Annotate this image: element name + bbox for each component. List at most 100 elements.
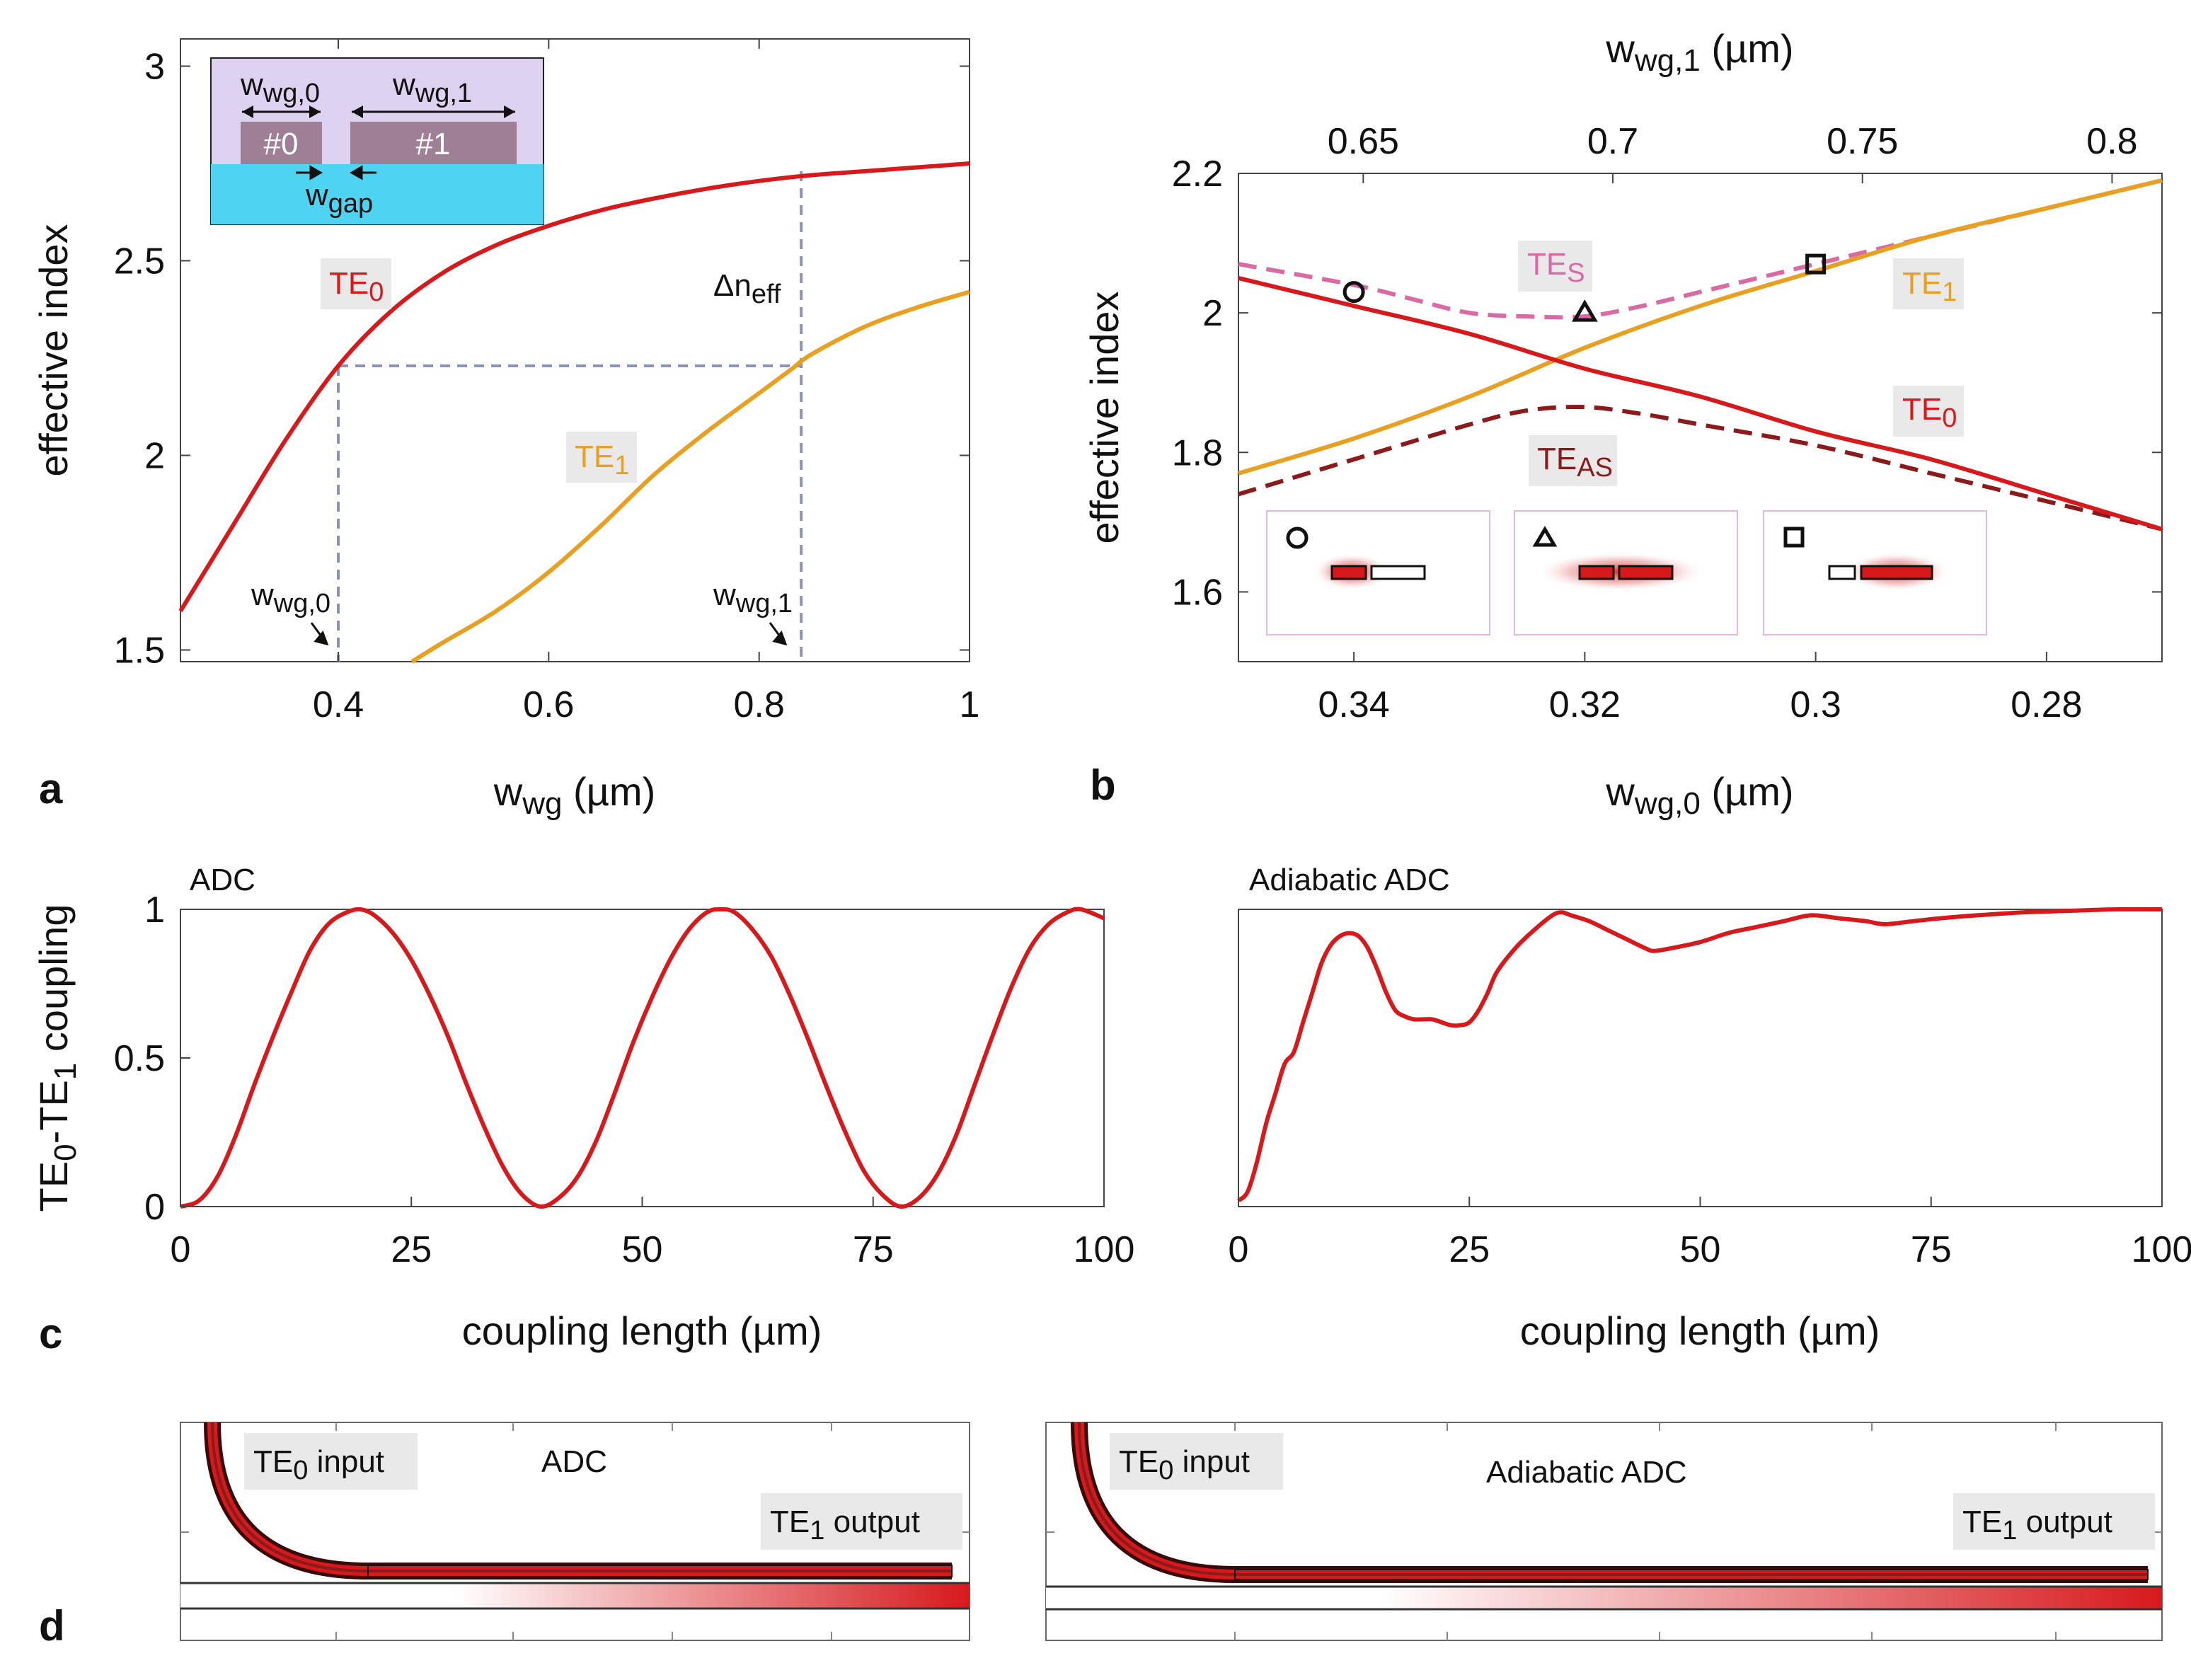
panel-b-xlabel: wwg,0 (µm) xyxy=(1605,769,1793,821)
series-teas-b xyxy=(1238,405,2163,531)
panel-a-xlabel: wwg (µm) xyxy=(493,769,655,821)
tes-label-bg xyxy=(1518,241,1592,292)
panel-a: 0.4 0.6 0.8 1 1.5 2 2.5 3 #0 #1 wwg,0 wwg,1 wga… xyxy=(31,38,980,821)
d-right-input-label: TE0 input xyxy=(1119,1444,1250,1485)
te0-label-bg-b xyxy=(1893,386,1964,437)
ytick-label: 2 xyxy=(144,436,165,477)
panel-b-letter: b xyxy=(1090,761,1116,809)
panel-b: 0.34 0.32 0.3 0.280.65 0.7 0.75 0.81.61.822.2 … xyxy=(1082,26,2163,821)
ytick-label: 1.6 xyxy=(1172,572,1223,613)
xtick-label: 0 xyxy=(171,1229,191,1270)
xtick-label: 25 xyxy=(391,1229,432,1270)
inset-gap-label: wgap xyxy=(305,178,373,219)
panel-c-ylabel: TE0-TE1 coupling xyxy=(31,904,83,1212)
panel-a-letter: a xyxy=(39,765,63,812)
w-wg0-annotation: wwg,0 xyxy=(251,577,330,619)
mode-inset-circle xyxy=(1266,510,1490,635)
xtick-label: 1 xyxy=(960,684,980,725)
mode-inset-square-icon xyxy=(1783,527,1805,548)
inset-wg1-name: #1 xyxy=(416,127,451,161)
inset-waveguide-0 xyxy=(241,122,322,164)
mode-inset-triangle xyxy=(1514,510,1738,635)
inset-gap-arrow-left xyxy=(296,165,323,180)
delta-neff-label: Δneff xyxy=(713,268,781,309)
teas-label-bg xyxy=(1529,435,1617,486)
xtick-label: 75 xyxy=(853,1229,894,1270)
panel-c-left-title: ADC xyxy=(190,863,255,897)
series-tes-b xyxy=(1238,178,2163,320)
panel-b-curves xyxy=(1238,178,2163,531)
panel-c-left-frame xyxy=(180,909,1105,1207)
ytick-label: 2 xyxy=(1202,293,1223,334)
inset-substrate xyxy=(211,164,544,224)
xtick-label: 0.6 xyxy=(523,684,574,725)
ytick-label: 3 xyxy=(144,47,165,88)
xtick-label: 0 xyxy=(1229,1229,1249,1270)
panel-d-letter: d xyxy=(39,1602,65,1650)
panel-d-left-sim: TE0 input ADC TE1 output xyxy=(180,1422,970,1641)
top-xtick-label: 0.8 xyxy=(2086,121,2137,162)
panel-a-curves xyxy=(178,161,970,664)
te0-label-b: TE0 xyxy=(1902,392,1957,433)
mode-inset-square xyxy=(1763,510,1987,635)
xtick-label: 0.34 xyxy=(1318,684,1390,725)
panel-b-ticks: 0.34 0.32 0.3 0.28 0.65 0.7 0.75 0.8 1.6 1.8 2 2.2 xyxy=(1172,121,2162,725)
te1-label-a: TE1 xyxy=(575,439,629,481)
panel-c: 0 25 50 75 100 0 0.5 1 0 25 50 75 100 ADC Adiabatic … xyxy=(31,863,2191,1357)
series-adiabatic-adc-coupling xyxy=(1236,907,2163,1202)
series-adc-coupling xyxy=(180,907,1105,1209)
xtick-label: 0.8 xyxy=(734,684,785,725)
ytick-label: 0.5 xyxy=(114,1038,165,1079)
xtick-label: 75 xyxy=(1911,1229,1952,1270)
panel-d-right-sim: TE0 input Adiabatic ADC TE1 output xyxy=(1045,1422,2163,1641)
xtick-label: 100 xyxy=(2132,1229,2191,1270)
xtick-label: 0.4 xyxy=(313,684,364,725)
inset-wg1-label: wwg,1 xyxy=(392,67,472,108)
inset-wg0-name: #0 xyxy=(264,127,299,161)
ytick-label: 1.5 xyxy=(114,631,165,672)
inset-gap-arrow-right xyxy=(349,165,376,180)
panel-a-guides xyxy=(337,171,803,662)
mode-inset-circle-icon xyxy=(1286,527,1309,549)
d-left-output-label: TE1 output xyxy=(770,1504,920,1546)
panel-a-ylabel: effective index xyxy=(31,224,76,477)
panel-c-right-curves xyxy=(1236,907,2163,1202)
d-right-output-label: TE1 output xyxy=(1962,1504,2112,1546)
xtick-label: 50 xyxy=(622,1229,663,1270)
w-wg1-annotation: wwg,1 xyxy=(713,577,793,619)
ytick-label: 1 xyxy=(144,890,165,931)
te1-label-b: TE1 xyxy=(1902,266,1957,307)
panel-b-top-xlabel: wwg,1 (µm) xyxy=(1605,26,1793,78)
d-left-input-bg xyxy=(244,1433,418,1490)
panel-c-right-frame xyxy=(1238,909,2163,1207)
inset-waveguide-1 xyxy=(350,122,517,164)
panel-c-right-xlabel: coupling length (µm) xyxy=(1520,1308,1880,1353)
top-xtick-label: 0.7 xyxy=(1587,121,1638,162)
series-te0-b xyxy=(1238,275,2163,531)
te0-label-a: TE0 xyxy=(329,266,384,307)
xtick-label: 25 xyxy=(1449,1229,1490,1270)
d-left-output-bg xyxy=(761,1493,962,1550)
marker-triangle-icon xyxy=(1572,299,1598,322)
panel-d: TE0 input ADC TE1 output TE0 input Adiab… xyxy=(39,1422,2163,1650)
panel-c-letter: c xyxy=(39,1310,62,1357)
d-right-input-bg xyxy=(1110,1433,1283,1490)
xtick-label: 0.28 xyxy=(2011,684,2082,725)
series-te1-b xyxy=(1238,178,2163,476)
marker-circle-icon xyxy=(1342,281,1365,304)
d-left-title: ADC xyxy=(541,1444,607,1479)
teas-label: TEAS xyxy=(1537,442,1613,483)
panel-b-frame xyxy=(1238,173,2163,662)
panel-b-markers xyxy=(1342,253,1827,322)
xtick-label: 50 xyxy=(1680,1229,1721,1270)
panel-a-inset: #0 #1 wwg,0 wwg,1 wgap xyxy=(210,57,544,225)
top-xtick-label: 0.65 xyxy=(1328,121,1399,162)
series-te1-a xyxy=(410,289,970,664)
tes-label: TES xyxy=(1527,247,1585,288)
te0-label-bg-a xyxy=(321,258,391,309)
d-left-input-label: TE0 input xyxy=(253,1444,384,1485)
mode-inset-triangle-icon xyxy=(1532,526,1558,547)
series-te0-a xyxy=(178,161,970,613)
xtick-label: 0.32 xyxy=(1549,684,1621,725)
